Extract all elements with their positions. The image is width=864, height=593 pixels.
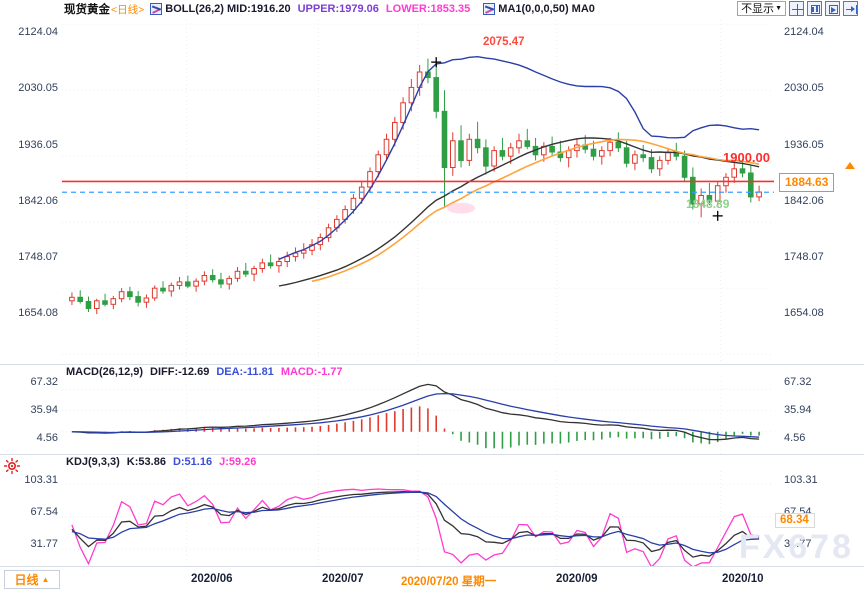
macd-axis-right-label: 4.56: [784, 432, 806, 444]
macd-diff: DIFF:-12.69: [150, 366, 210, 378]
current-price-tag: 1884.63: [779, 173, 835, 192]
price-axis-left-label: 1748.07: [18, 251, 58, 263]
header-controls: 不显示 ▼: [737, 1, 858, 16]
time-tick: 2020/09: [556, 573, 598, 585]
swing-high-label: 2075.47: [483, 36, 525, 48]
chart-indicator-icon[interactable]: [483, 3, 496, 15]
boll-lower-legend: LOWER:1853.35: [385, 3, 471, 15]
period-title: <日线>: [111, 3, 145, 16]
symbol-title: 现货黄金: [64, 4, 110, 16]
macd-title: MACD(26,12,9) DIFF:-12.69 DEA:-11.81 MACD:-…: [66, 366, 350, 378]
price-axis-left-label: 1842.06: [18, 195, 58, 207]
price-up-arrow-icon: [845, 162, 855, 169]
price-axis-right-label: 2124.04: [784, 26, 824, 38]
kdj-d: D:51.16: [172, 456, 213, 468]
kdj-j: J:59.26: [219, 456, 257, 468]
display-mode-select[interactable]: 不显示 ▼: [737, 1, 786, 16]
brightness-icon[interactable]: [4, 458, 20, 474]
kdj-current-value-tag: 68.34: [775, 513, 815, 528]
swing-low-label: 1848.89: [686, 197, 730, 211]
period-button-label: 日线: [14, 573, 39, 587]
frame-bar-button[interactable]: [807, 1, 822, 16]
time-tick: 2020/07: [322, 573, 364, 585]
price-axis-right-label: 2030.05: [784, 82, 824, 94]
macd-chart: [62, 381, 774, 455]
macd-name: MACD(26,12,9): [66, 366, 144, 378]
price-axis-right-label: 1654.08: [784, 307, 824, 319]
boll-legend: BOLL(26,2) MID:1916.20: [165, 3, 291, 15]
kdj-axis-left-label: 67.54: [30, 506, 58, 518]
chart-header: 现货黄金 <日线> BOLL(26,2) MID:1916.20 UPPER:1…: [0, 0, 864, 18]
price-axis-right-label: 1936.05: [784, 139, 824, 151]
macd-axis-right-label: 67.32: [784, 376, 812, 388]
macd-axis-left-label: 4.56: [36, 432, 58, 444]
time-tick: 2020/10: [722, 573, 764, 585]
kdj-plot-area[interactable]: [62, 471, 774, 567]
boll-upper-legend: UPPER:1979.06: [297, 3, 379, 15]
macd-dea: DEA:-11.81: [216, 366, 274, 378]
macd-axis-left-label: 35.94: [30, 404, 58, 416]
frame-play-button[interactable]: [825, 1, 840, 16]
macd-panel[interactable]: MACD(26,12,9) DIFF:-12.69 DEA:-11.81 MACD:-…: [0, 364, 864, 455]
kdj-name: KDJ(9,3,3): [66, 456, 120, 468]
price-axis-right-label: 1842.06: [784, 195, 824, 207]
display-mode-label: 不显示: [741, 2, 775, 15]
macd-plot-area[interactable]: [62, 381, 774, 455]
price-plot-area[interactable]: [62, 20, 774, 364]
chart-indicator-icon[interactable]: [150, 3, 163, 15]
kdj-title: KDJ(9,3,3) K:53.86 D:51.16 J:59.26: [66, 456, 263, 468]
price-axis-left-label: 1654.08: [18, 307, 58, 319]
kdj-panel[interactable]: KDJ(9,3,3) K:53.86 D:51.16 J:59.26 103.31 6…: [0, 454, 864, 567]
time-axis: 日线 ▲ 2020/06 2020/07 2020/07/20 星期一 2020…: [0, 566, 864, 593]
time-tick-highlight: 2020/07/20 星期一: [401, 576, 497, 588]
kdj-axis-right-label: 103.31: [784, 474, 818, 486]
kdj-axis-right-label: 31.77: [784, 538, 812, 550]
candlestick-chart: [62, 20, 774, 364]
macd-axis-right-label: 35.94: [784, 404, 812, 416]
kdj-chart: [62, 471, 774, 567]
kdj-k: K:53.86: [126, 456, 166, 468]
kdj-axis-left-label: 103.31: [24, 474, 58, 486]
price-axis-left-label: 2030.05: [18, 82, 58, 94]
crosshair-button[interactable]: [789, 1, 804, 16]
price-axis-right-label: 1748.07: [784, 251, 824, 263]
ma-legend: MA1(0,0,0,50) MA0: [498, 3, 595, 15]
shift-right-button[interactable]: [843, 1, 858, 16]
kdj-axis-left-label: 31.77: [30, 538, 58, 550]
period-button[interactable]: 日线 ▲: [4, 570, 60, 589]
price-axis-left-label: 1936.05: [18, 139, 58, 151]
triangle-up-icon: ▲: [41, 575, 50, 584]
resistance-price-label: 1900.00: [723, 150, 770, 165]
chevron-down-icon: ▼: [775, 4, 782, 12]
time-tick: 2020/06: [191, 573, 233, 585]
price-axis-left-label: 2124.04: [18, 26, 58, 38]
macd-value: MACD:-1.77: [280, 366, 343, 378]
macd-axis-left-label: 67.32: [30, 376, 58, 388]
price-panel[interactable]: 2124.04 2030.05 1936.05 1842.06 1748.07 …: [0, 12, 864, 364]
